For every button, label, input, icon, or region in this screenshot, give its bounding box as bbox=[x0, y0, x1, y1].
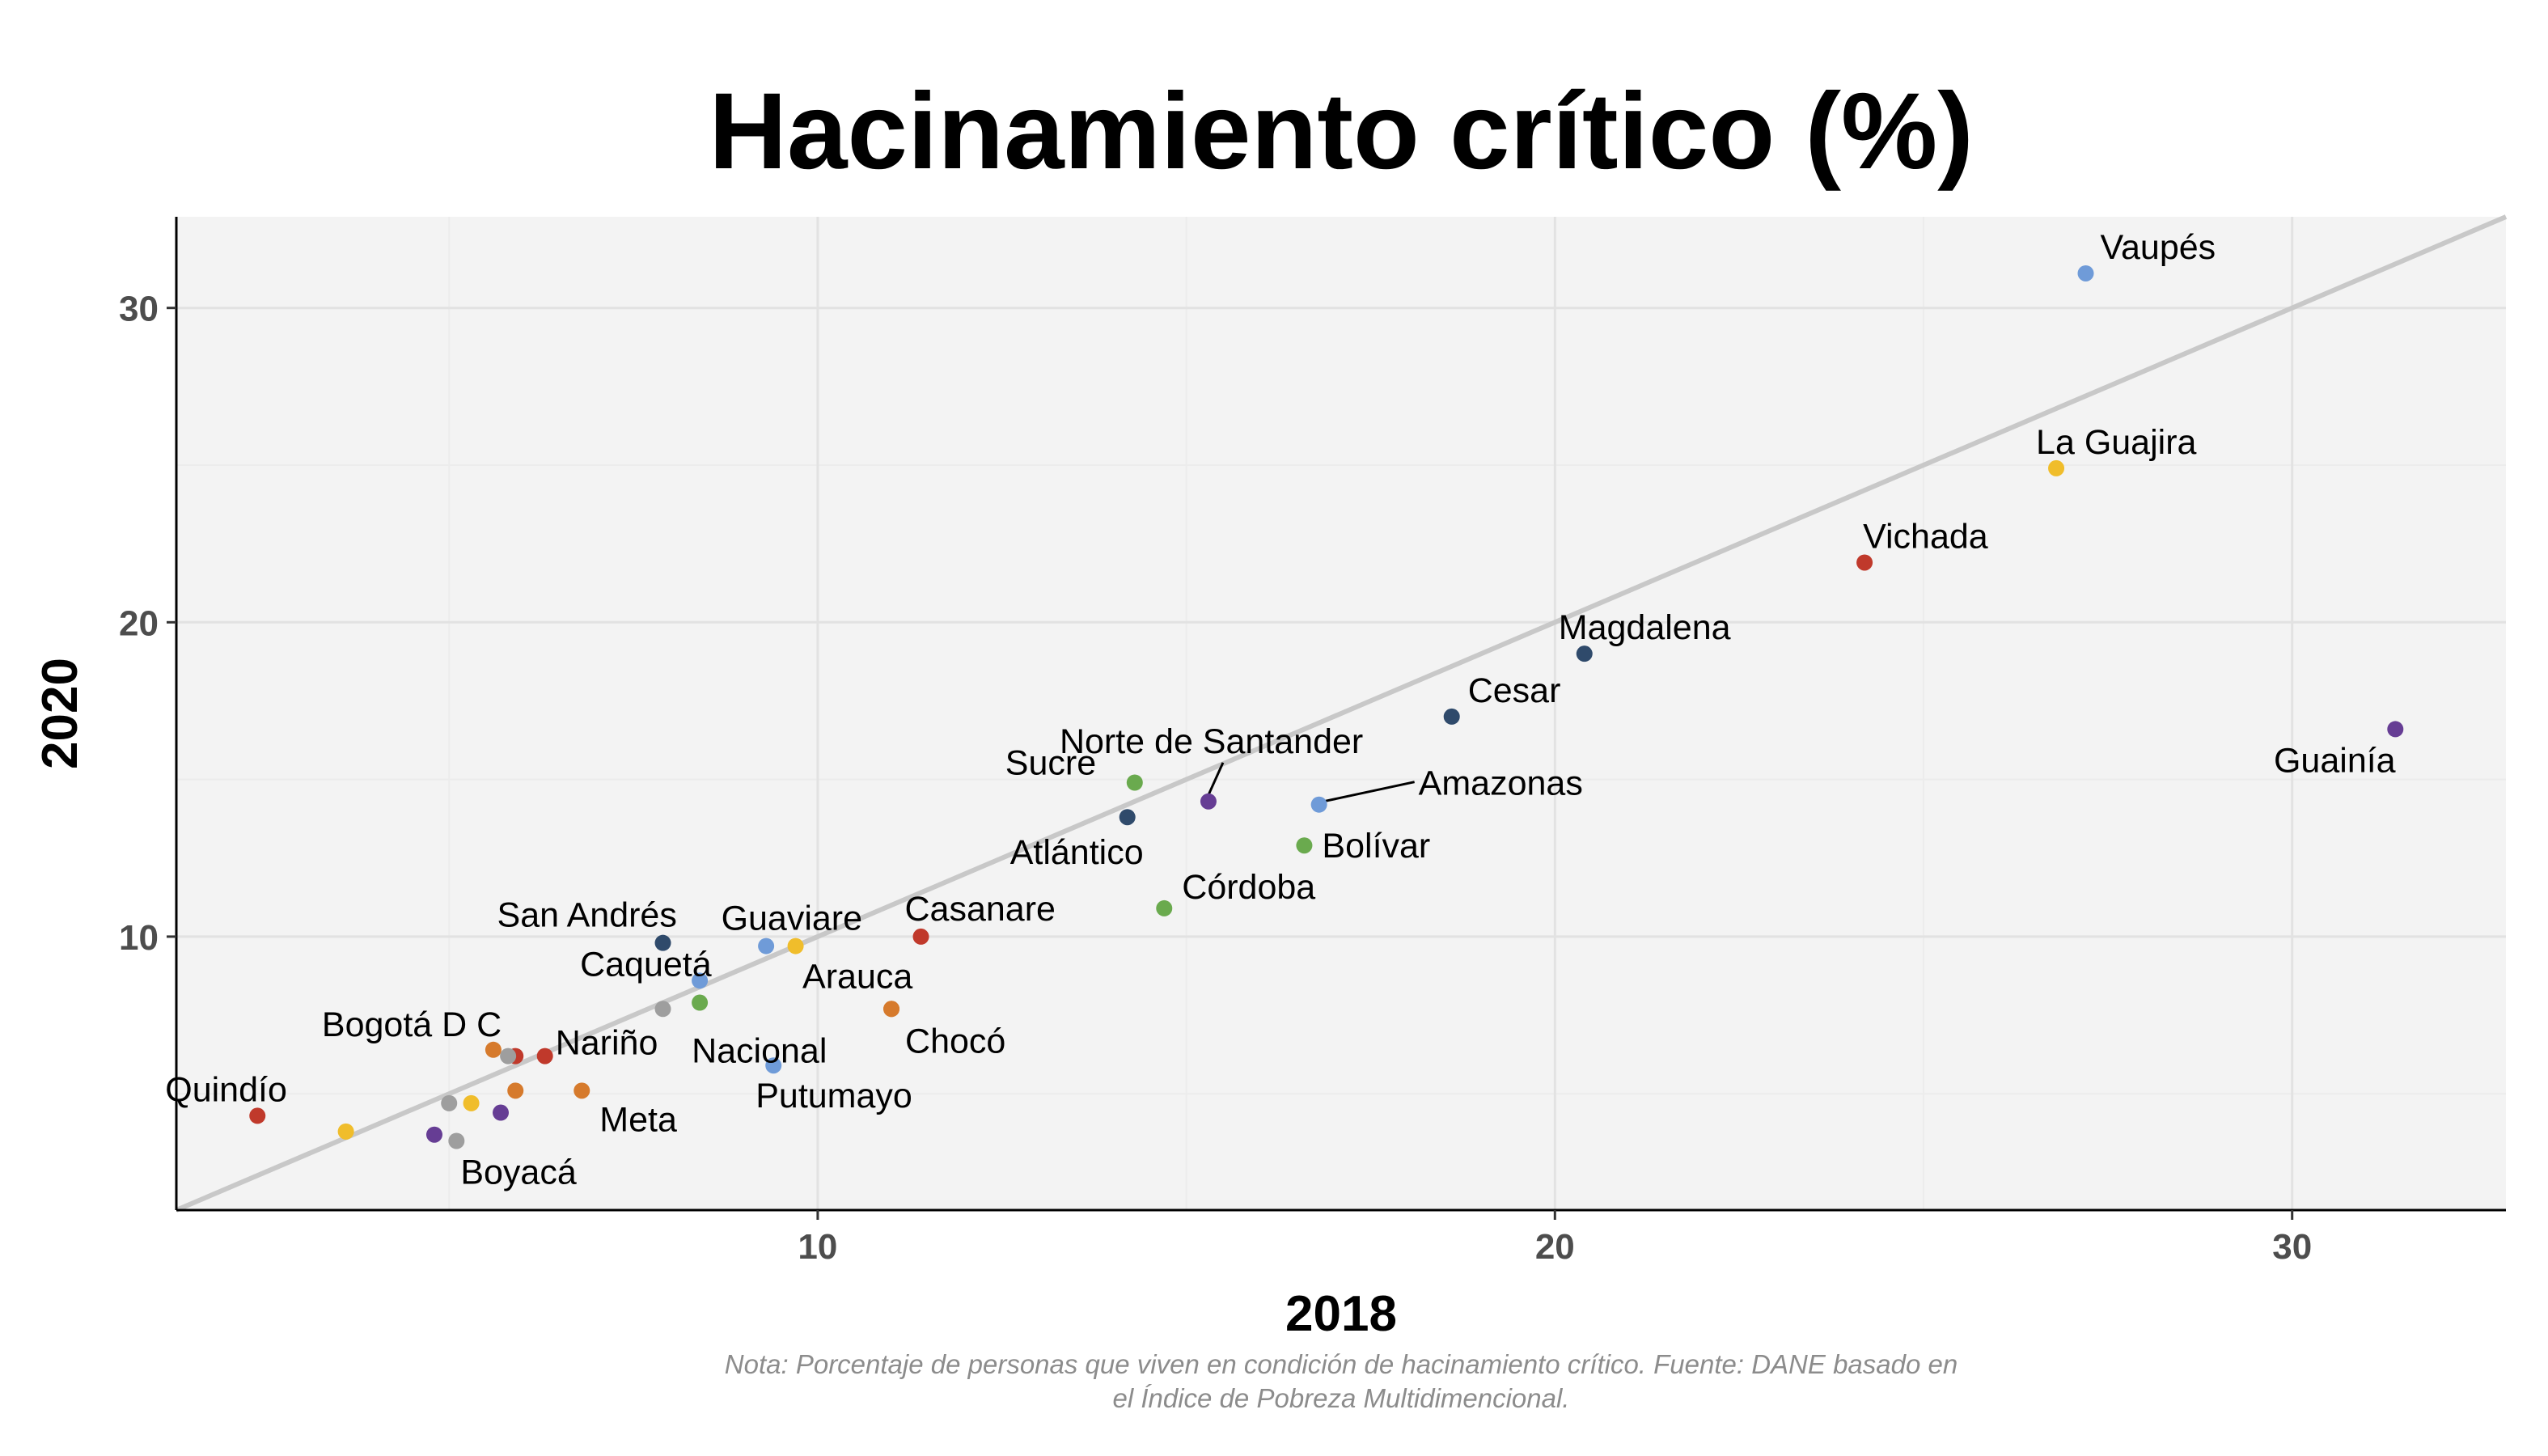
data-point-cesar bbox=[1443, 708, 1460, 725]
footnote-line-1: Nota: Porcentaje de personas que viven e… bbox=[724, 1349, 1958, 1379]
label-leaders bbox=[1207, 762, 1415, 803]
data-points bbox=[249, 265, 2404, 1149]
point-label-magdalena: Magdalena bbox=[1559, 608, 1731, 647]
footnote-line-2: el Índice de Pobreza Multidimencional. bbox=[1112, 1383, 1570, 1413]
y-tick-label: 20 bbox=[119, 603, 159, 643]
label-leader-line bbox=[1207, 762, 1225, 796]
point-label-boyaca: Boyacá bbox=[460, 1153, 577, 1192]
tick-labels: 10 20 30 10 20 30 bbox=[119, 290, 2312, 1267]
y-tick-label: 10 bbox=[119, 918, 159, 958]
identity-line bbox=[175, 214, 2508, 1213]
point-label-meta: Meta bbox=[599, 1100, 677, 1139]
data-point-unlabeled bbox=[507, 1082, 524, 1099]
data-point-bolivar bbox=[1296, 837, 1313, 854]
axes bbox=[167, 217, 2506, 1220]
point-labels: Vaupés La Guajira Vichada Magdalena Cesar Gua… bbox=[165, 228, 2395, 1192]
point-label-arauca: Arauca bbox=[802, 957, 912, 996]
x-axis-title: 2018 bbox=[1285, 1286, 1397, 1342]
point-label-bogota-d-c: Bogotá D C bbox=[322, 1005, 502, 1044]
data-point-la-guajira bbox=[2048, 459, 2065, 476]
data-point-unlabeled bbox=[758, 938, 775, 954]
data-point-unlabeled bbox=[463, 1094, 480, 1111]
chart-title: Hacinamiento crítico (%) bbox=[709, 71, 1974, 192]
point-label-la-guajira: La Guajira bbox=[2036, 423, 2196, 462]
x-tick-label: 10 bbox=[798, 1227, 837, 1267]
point-label-nacional: Nacional bbox=[692, 1032, 827, 1071]
point-label-choco: Chocó bbox=[905, 1022, 1005, 1060]
y-tick-label: 30 bbox=[119, 290, 159, 329]
data-point-nacional bbox=[692, 994, 709, 1011]
point-label-putumayo: Putumayo bbox=[756, 1077, 912, 1115]
data-point-unlabeled bbox=[654, 1001, 671, 1018]
label-leader-line bbox=[1323, 781, 1415, 803]
point-label-amazonas: Amazonas bbox=[1419, 764, 1583, 803]
data-point-san-andres bbox=[654, 934, 671, 951]
point-label-norte-de-santander: Norte de Santander bbox=[1060, 722, 1363, 761]
x-tick-label: 20 bbox=[1535, 1227, 1575, 1267]
data-point-unlabeled bbox=[441, 1094, 458, 1111]
point-label-cordoba: Córdoba bbox=[1182, 868, 1315, 907]
point-label-quindio: Quindío bbox=[165, 1070, 287, 1109]
data-point-norte-de-santander bbox=[1200, 793, 1217, 810]
point-label-casanare: Casanare bbox=[905, 890, 1056, 929]
point-label-bolivar: Bolívar bbox=[1322, 827, 1430, 866]
point-label-vichada: Vichada bbox=[1863, 517, 1988, 556]
data-point-guainia bbox=[2387, 721, 2404, 738]
data-point-boyaca bbox=[448, 1132, 465, 1149]
data-point-guaviare bbox=[787, 938, 804, 954]
data-point-cordoba bbox=[1156, 899, 1173, 916]
data-point-unlabeled bbox=[337, 1123, 354, 1140]
data-point-unlabeled bbox=[500, 1048, 517, 1064]
data-point-narino bbox=[536, 1048, 553, 1064]
point-label-san-andres: San Andrés bbox=[497, 896, 677, 935]
point-label-caqueta: Caquetá bbox=[580, 945, 712, 984]
data-point-putumayo bbox=[765, 1057, 782, 1074]
data-point-atlantico bbox=[1119, 809, 1136, 826]
data-point-quindio bbox=[249, 1107, 266, 1124]
data-point-caqueta bbox=[692, 972, 709, 989]
point-label-sucre: Sucre bbox=[1005, 743, 1096, 782]
grid-lines bbox=[176, 217, 2506, 1210]
data-point-sucre bbox=[1126, 774, 1143, 791]
reference-line-layer bbox=[175, 214, 2508, 1213]
data-point-unlabeled bbox=[493, 1104, 510, 1121]
data-point-vaupes bbox=[2077, 265, 2094, 281]
data-point-bogota-d-c bbox=[485, 1041, 502, 1058]
data-point-vichada bbox=[1856, 554, 1873, 571]
footnote: Nota: Porcentaje de personas que viven e… bbox=[176, 1348, 2506, 1416]
data-point-casanare bbox=[912, 928, 929, 945]
data-point-meta bbox=[574, 1082, 590, 1099]
point-label-vaupes: Vaupés bbox=[2101, 228, 2216, 267]
point-label-atlantico: Atlántico bbox=[1010, 833, 1144, 872]
point-label-guainia: Guainía bbox=[2274, 741, 2396, 780]
data-point-magdalena bbox=[1576, 645, 1593, 662]
x-tick-label: 30 bbox=[2272, 1227, 2312, 1267]
data-point-amazonas bbox=[1310, 796, 1327, 813]
point-label-guaviare: Guaviare bbox=[722, 899, 862, 938]
y-axis-title: 2020 bbox=[32, 658, 88, 769]
point-label-narino: Nariño bbox=[556, 1024, 658, 1063]
data-point-choco bbox=[883, 1001, 900, 1018]
point-label-cesar: Cesar bbox=[1468, 671, 1561, 710]
data-point-unlabeled bbox=[425, 1126, 442, 1143]
